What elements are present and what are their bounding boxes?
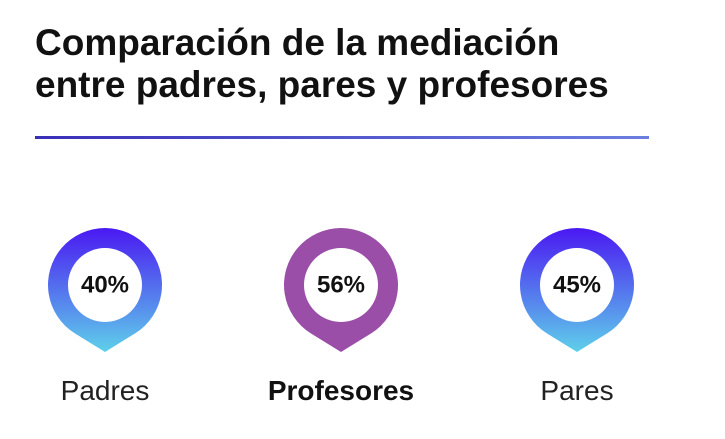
divider: [35, 136, 649, 139]
title-line: Comparación de la mediación: [35, 22, 559, 63]
pin-label: Pares: [540, 375, 613, 406]
pin-group: 40% Padres: [48, 228, 162, 406]
pin-hole: [540, 248, 614, 322]
percent: 45%: [553, 271, 601, 298]
percent: 40%: [81, 271, 129, 298]
pin-label: Padres: [61, 375, 150, 406]
pin-group: 56% Profesores: [268, 228, 414, 406]
pin-hole: [304, 248, 378, 322]
percent: 56%: [317, 271, 365, 298]
pin-hole: [68, 248, 142, 322]
pin-label: Profesores: [268, 375, 414, 406]
pin-group: 45% Pares: [520, 228, 634, 406]
title-line: entre padres, pares y profesores: [35, 64, 609, 105]
